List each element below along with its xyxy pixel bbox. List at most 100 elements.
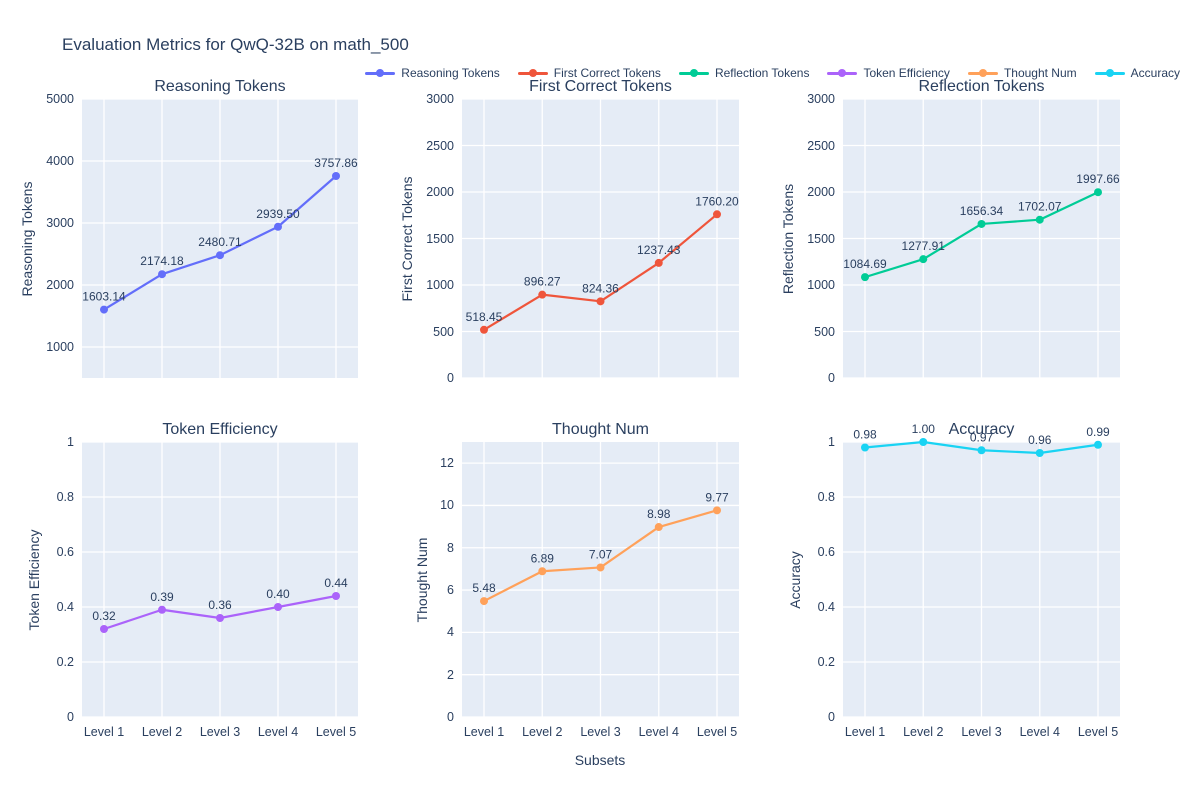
data-label: 1277.91 <box>902 239 946 253</box>
data-point[interactable] <box>861 443 869 452</box>
legend-label: Token Efficiency <box>863 66 950 80</box>
y-tick-label: 0.2 <box>56 655 74 669</box>
data-label: 896.27 <box>524 275 561 289</box>
data-point[interactable] <box>480 597 488 606</box>
y-tick-label: 0 <box>828 371 835 385</box>
data-point[interactable] <box>1094 188 1102 197</box>
legend-label: Thought Num <box>1003 66 1077 80</box>
data-label: 8.98 <box>647 507 671 521</box>
data-point[interactable] <box>158 270 166 279</box>
data-point[interactable] <box>274 603 282 611</box>
legend-label: Reasoning Tokens <box>401 66 500 80</box>
x-tick-label: Level 5 <box>1077 725 1119 739</box>
y-tick-label: 8 <box>447 540 454 555</box>
data-label: 1702.07 <box>1018 200 1062 214</box>
legend-dot <box>978 69 987 77</box>
legend-item-reasoning-tokens[interactable]: Reasoning Tokens <box>365 66 500 80</box>
data-label: 1603.14 <box>82 290 126 304</box>
data-point[interactable] <box>538 567 547 576</box>
y-tick-label: 4000 <box>46 154 74 168</box>
legend-marker-line-dot-icon <box>517 69 548 78</box>
x-tick-label: Level 3 <box>580 725 621 739</box>
data-point[interactable] <box>861 273 869 282</box>
data-label: 6.89 <box>531 551 555 565</box>
data-label: 0.36 <box>208 598 232 612</box>
legend-label: First Correct Tokens <box>553 66 661 80</box>
y-tick-label: 10 <box>440 498 454 513</box>
data-label: 1084.69 <box>843 257 887 271</box>
data-label: 5.48 <box>472 581 496 595</box>
data-label: 824.36 <box>582 281 619 295</box>
data-point[interactable] <box>919 255 928 264</box>
data-point[interactable] <box>538 290 547 299</box>
legend-item-first-correct-tokens[interactable]: First Correct Tokens <box>517 66 661 80</box>
data-label: 0.32 <box>92 609 116 623</box>
data-point[interactable] <box>216 614 224 622</box>
y-tick-label: 1500 <box>807 231 835 246</box>
subplot-title-reflection-tokens: Reflection Tokens <box>918 78 1045 95</box>
plot-svg-first-correct-tokens: 518.45 896.27 824.36 1237.43 1760.20 <box>462 98 739 379</box>
y-tick-label: 0.8 <box>817 490 835 504</box>
data-point[interactable] <box>1094 440 1102 449</box>
data-point[interactable] <box>977 446 986 455</box>
data-label: 0.40 <box>266 587 290 601</box>
y-tick-label: 12 <box>440 456 454 471</box>
data-label: 0.39 <box>150 590 174 604</box>
data-point[interactable] <box>332 172 340 181</box>
subplot-title-reasoning-tokens: Reasoning Tokens <box>154 78 286 95</box>
x-tick-label: Level 1 <box>844 725 886 739</box>
data-point[interactable] <box>713 210 721 219</box>
data-point[interactable] <box>100 625 108 633</box>
data-point[interactable] <box>596 563 605 572</box>
y-tick-label: 2000 <box>426 185 454 199</box>
y-tick-label: 0 <box>447 371 454 385</box>
y-tick-label: 2000 <box>807 185 835 199</box>
data-point[interactable] <box>654 258 663 267</box>
y-tick-label: 2 <box>447 667 454 682</box>
legend-dot <box>838 69 847 77</box>
data-point[interactable] <box>100 305 108 314</box>
data-label: 0.44 <box>324 576 348 590</box>
plot-svg-accuracy: 0.98 1.00 0.97 0.96 0.99 <box>843 422 1120 718</box>
y-tick-label: 1 <box>67 435 74 449</box>
data-point[interactable] <box>1035 449 1044 457</box>
data-point[interactable] <box>713 506 721 515</box>
legend-item-token-efficiency[interactable]: Token Efficiency <box>827 66 950 80</box>
y-tick-label: 0.6 <box>56 545 74 559</box>
data-point[interactable] <box>158 605 166 614</box>
legend-marker-line-dot-icon <box>678 69 709 78</box>
legend-item-reflection-tokens[interactable]: Reflection Tokens <box>678 66 810 80</box>
x-tick-label: Level 2 <box>141 725 183 739</box>
legend-label: Reflection Tokens <box>714 66 810 80</box>
data-point[interactable] <box>1035 215 1044 224</box>
data-label: 0.96 <box>1028 433 1052 447</box>
legend-dot <box>528 69 537 77</box>
data-point[interactable] <box>654 523 663 532</box>
y-tick-label: 2500 <box>426 138 454 153</box>
legend-marker-line-dot-icon <box>1094 69 1125 78</box>
data-point[interactable] <box>480 325 488 334</box>
legend-dot <box>1105 69 1114 77</box>
y-tick-label: 500 <box>814 324 835 339</box>
x-tick-label: Level 4 <box>638 725 679 739</box>
legend-item-thought-num[interactable]: Thought Num <box>967 66 1077 80</box>
y-tick-label: 5000 <box>46 92 74 106</box>
subplot-title-accuracy: Accuracy <box>948 421 1015 438</box>
data-label: 7.07 <box>589 547 613 561</box>
data-point[interactable] <box>977 219 986 228</box>
data-point[interactable] <box>216 251 224 260</box>
x-tick-label: Level 5 <box>696 725 738 739</box>
y-tick-label: 0.2 <box>817 655 835 669</box>
legend-dot <box>689 69 698 77</box>
data-point[interactable] <box>596 297 605 306</box>
data-point[interactable] <box>332 592 340 600</box>
y-tick-label: 1000 <box>807 278 835 292</box>
data-point[interactable] <box>274 222 282 231</box>
data-label: 9.77 <box>705 490 729 504</box>
x-tick-label: Level 2 <box>903 725 944 739</box>
legend-item-accuracy[interactable]: Accuracy <box>1094 66 1180 80</box>
data-label: 1760.20 <box>695 194 739 208</box>
data-point[interactable] <box>919 438 928 446</box>
x-tick-label: Level 2 <box>522 725 563 739</box>
